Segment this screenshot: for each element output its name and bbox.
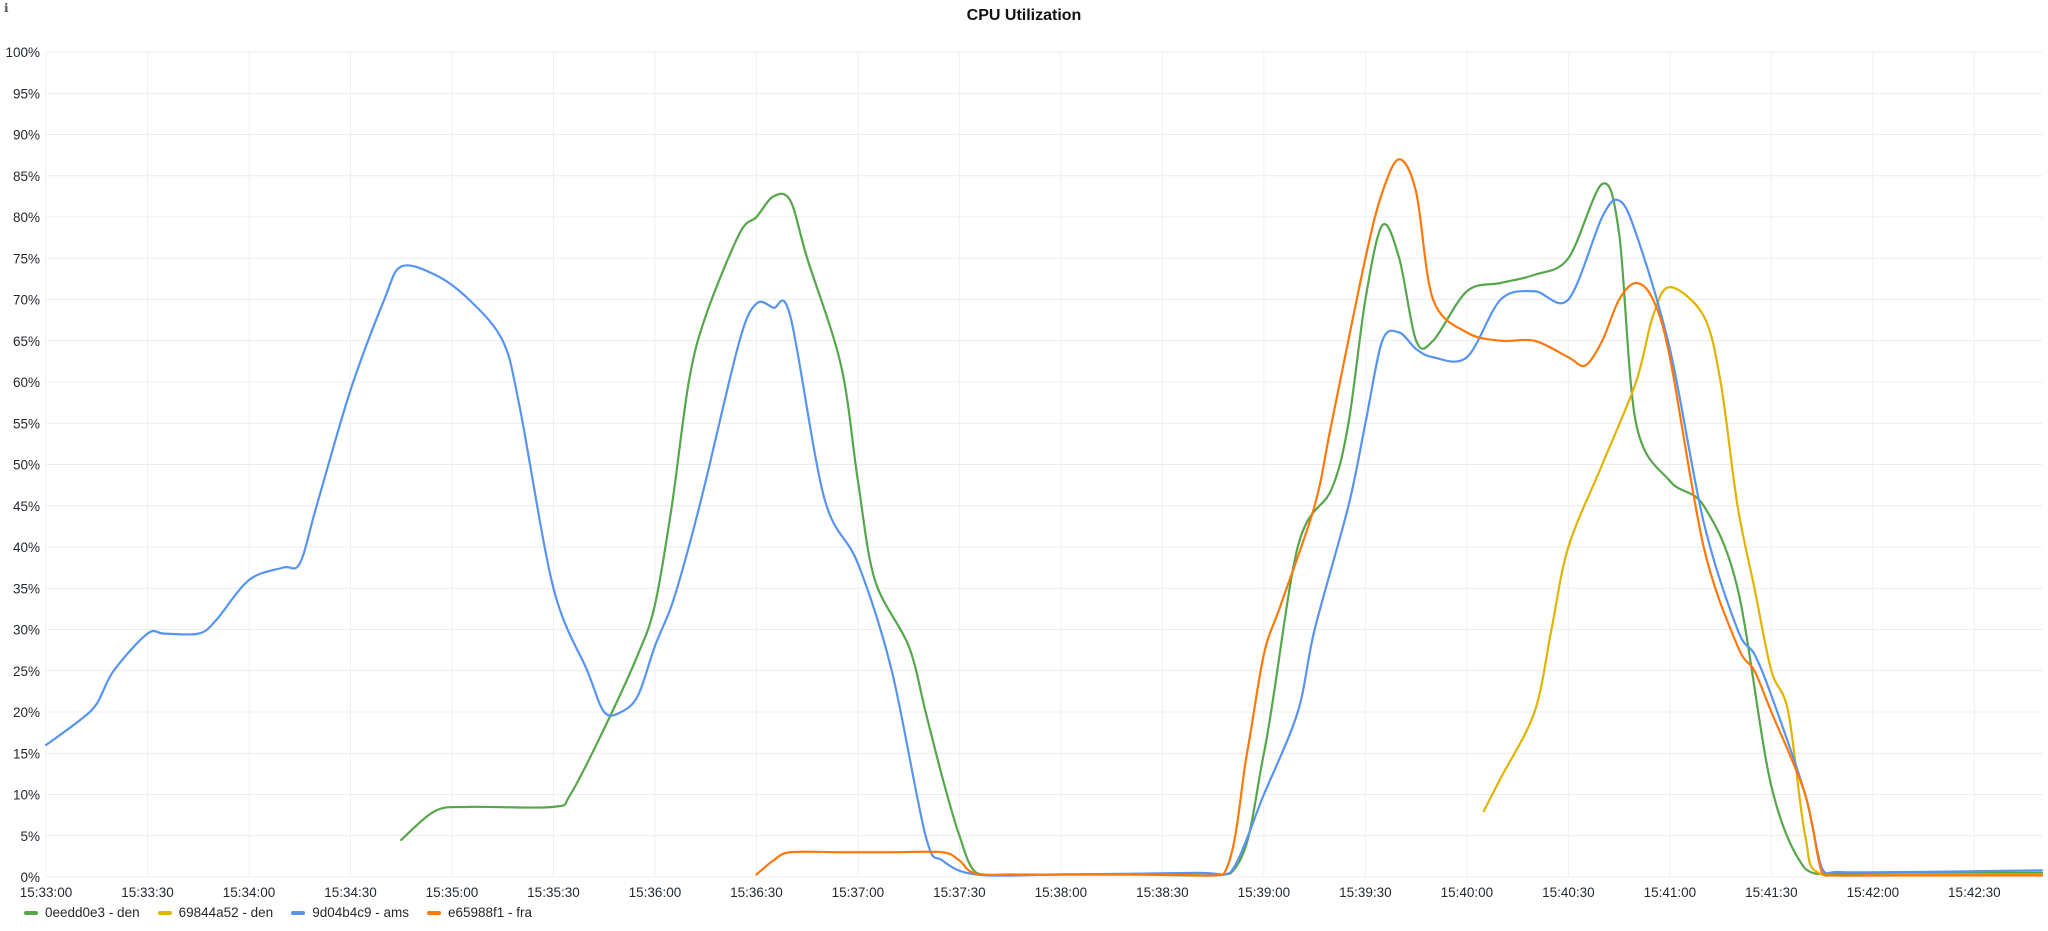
y-tick-label: 55% <box>13 416 40 431</box>
y-tick-label: 90% <box>13 128 40 143</box>
legend-label: 9d04b4c9 - ams <box>312 905 409 920</box>
y-tick-label: 95% <box>13 86 40 101</box>
y-tick-label: 45% <box>13 499 40 514</box>
x-tick-label: 15:35:30 <box>527 885 580 900</box>
x-tick-label: 15:40:30 <box>1542 885 1595 900</box>
legend-item-3[interactable]: e65988f1 - fra <box>427 905 532 920</box>
x-tick-label: 15:39:30 <box>1339 885 1392 900</box>
series-line-2 <box>44 198 2044 877</box>
x-tick-label: 15:37:30 <box>933 885 986 900</box>
x-tick-label: 15:33:00 <box>20 885 73 900</box>
legend-label: 69844a52 - den <box>178 905 274 920</box>
x-axis: 15:33:00 15:33:30 15:34:00 15:34:30 15:35:00… <box>20 885 2001 900</box>
x-tick-label: 15:33:30 <box>121 885 174 900</box>
y-tick-label: 35% <box>13 581 40 596</box>
x-tick-label: 15:36:00 <box>629 885 682 900</box>
y-tick-label: 75% <box>13 251 40 266</box>
x-tick-label: 15:40:00 <box>1441 885 1494 900</box>
legend-swatch <box>291 910 306 915</box>
y-tick-label: 85% <box>13 169 40 184</box>
legend: 0eedd0e3 - den 69844a52 - den 9d04b4c9 - a… <box>24 905 532 920</box>
legend-swatch <box>427 910 441 915</box>
y-tick-label: 30% <box>13 623 40 638</box>
series-line-3 <box>755 158 2044 877</box>
y-tick-label: 0% <box>20 870 40 885</box>
y-tick-label: 25% <box>13 664 40 679</box>
y-tick-label: 10% <box>13 788 40 803</box>
x-tick-label: 15:41:00 <box>1644 885 1697 900</box>
y-tick-label: 80% <box>13 210 40 225</box>
legend-label: 0eedd0e3 - den <box>45 905 140 920</box>
y-tick-label: 40% <box>13 540 40 555</box>
x-tick-label: 15:34:00 <box>223 885 276 900</box>
x-tick-label: 15:42:00 <box>1847 885 1900 900</box>
y-tick-label: 60% <box>13 375 40 390</box>
chart-title: CPU Utilization <box>966 7 1082 24</box>
y-tick-label: 5% <box>20 829 40 844</box>
x-tick-label: 15:36:30 <box>730 885 783 900</box>
x-tick-label: 15:39:00 <box>1238 885 1291 900</box>
y-tick-label: 70% <box>13 293 40 308</box>
y-tick-label: 20% <box>13 705 40 720</box>
grid-lines <box>45 51 2042 878</box>
x-tick-label: 15:37:00 <box>832 885 885 900</box>
y-tick-label: 65% <box>13 334 40 349</box>
y-tick-label: 100% <box>5 45 40 60</box>
x-tick-label: 15:35:00 <box>426 885 479 900</box>
x-tick-label: 15:34:30 <box>324 885 377 900</box>
legend-item-1[interactable]: 69844a52 - den <box>157 905 274 920</box>
x-tick-label: 15:38:30 <box>1136 885 1189 900</box>
x-tick-label: 15:41:30 <box>1745 885 1798 900</box>
y-axis: 0% 5% 10% 15% 20% 25% 30% 35% 40% 45% 50% 55% 60% 65%… <box>5 45 40 885</box>
legend-swatch <box>24 910 38 915</box>
y-tick-label: 50% <box>13 458 40 473</box>
x-tick-label: 15:42:30 <box>1948 885 2001 900</box>
info-icon[interactable]: ℹ <box>4 1 9 15</box>
series-line-1 <box>1482 286 2044 877</box>
legend-swatch <box>157 910 172 915</box>
legend-item-0[interactable]: 0eedd0e3 - den <box>24 905 140 920</box>
y-tick-label: 15% <box>13 746 40 761</box>
legend-item-2[interactable]: 9d04b4c9 - ams <box>291 905 409 920</box>
x-tick-label: 15:38:00 <box>1035 885 1088 900</box>
series-lines <box>44 158 2044 877</box>
legend-label: e65988f1 - fra <box>448 905 533 920</box>
